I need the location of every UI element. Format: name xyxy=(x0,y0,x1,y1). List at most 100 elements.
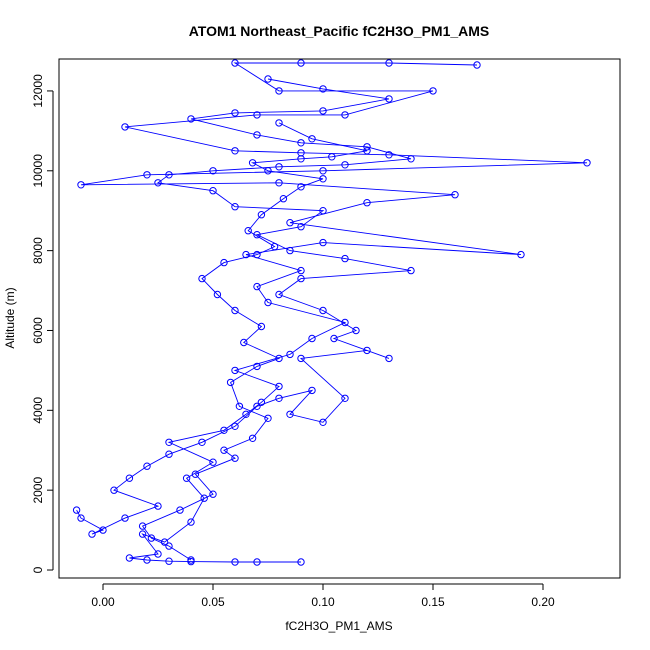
y-tick-label: 12000 xyxy=(31,74,45,108)
y-tick-label: 10000 xyxy=(31,154,45,188)
series-2 xyxy=(72,75,415,538)
data-point xyxy=(209,458,217,466)
data-point xyxy=(138,530,147,538)
data-point xyxy=(286,350,294,359)
data-point xyxy=(235,402,244,410)
data-point xyxy=(319,175,327,183)
data-point xyxy=(319,418,327,426)
x-axis: 0.00 0.05 0.10 0.15 0.20 xyxy=(91,583,555,609)
data-point xyxy=(88,530,96,538)
data-point xyxy=(279,195,288,203)
data-point xyxy=(187,115,195,123)
data-point xyxy=(352,326,360,335)
data-point xyxy=(165,557,173,565)
y-axis-label: Altitude (m) xyxy=(3,287,17,348)
series-1 xyxy=(77,59,591,566)
data-point xyxy=(407,155,415,163)
data-point xyxy=(110,486,118,494)
data-point xyxy=(341,394,349,402)
data-point xyxy=(220,258,228,267)
data-point xyxy=(473,61,481,69)
data-point xyxy=(319,85,327,93)
data-point xyxy=(253,558,261,566)
x-tick-label: 0.05 xyxy=(201,595,225,609)
data-point xyxy=(231,109,239,117)
data-point xyxy=(220,446,228,454)
series-line xyxy=(80,62,588,563)
data-point xyxy=(286,219,294,227)
data-point xyxy=(297,139,305,147)
data-point xyxy=(275,119,283,127)
data-point xyxy=(363,346,371,355)
data-point xyxy=(429,87,437,95)
data-point xyxy=(517,250,525,259)
data-point xyxy=(125,474,134,482)
x-tick-label: 0.15 xyxy=(421,595,445,609)
data-point xyxy=(209,187,217,195)
data-point xyxy=(154,179,162,187)
data-point xyxy=(231,558,239,566)
data-point xyxy=(330,334,338,343)
data-point xyxy=(253,250,261,259)
data-point xyxy=(253,231,261,239)
data-point xyxy=(200,494,208,502)
data-point xyxy=(308,135,316,143)
data-point xyxy=(165,438,173,446)
data-point xyxy=(275,394,283,402)
data-point xyxy=(143,171,151,179)
y-tick-label: 2000 xyxy=(31,477,45,504)
data-point xyxy=(297,266,305,275)
data-point xyxy=(198,274,206,283)
data-point xyxy=(242,410,250,418)
data-point xyxy=(121,123,129,131)
data-point xyxy=(363,147,371,155)
data-point xyxy=(231,366,239,375)
y-tick-label: 6000 xyxy=(31,317,45,344)
data-point xyxy=(319,306,327,315)
data-point xyxy=(275,354,283,363)
data-point xyxy=(297,354,305,363)
data-point xyxy=(275,382,283,391)
data-point xyxy=(308,386,316,395)
data-point xyxy=(297,155,305,163)
data-point xyxy=(213,290,222,299)
data-point xyxy=(231,422,239,430)
data-point xyxy=(187,518,195,526)
data-point xyxy=(240,338,248,347)
data-point xyxy=(275,179,283,187)
y-tick-label: 8000 xyxy=(31,237,45,264)
data-point xyxy=(209,490,217,498)
data-point xyxy=(248,159,257,167)
data-point xyxy=(363,199,371,207)
data-point xyxy=(121,514,129,522)
y-tick-label: 0 xyxy=(31,566,45,573)
data-point xyxy=(154,550,162,558)
data-point xyxy=(165,542,173,550)
data-point xyxy=(253,131,261,139)
data-point xyxy=(257,211,266,219)
data-point xyxy=(319,167,327,175)
data-point xyxy=(385,151,393,159)
data-point xyxy=(154,502,162,510)
data-point xyxy=(319,107,327,115)
data-point xyxy=(253,362,261,371)
data-point xyxy=(147,534,156,542)
data-point xyxy=(226,378,235,387)
data-point xyxy=(297,223,305,231)
data-point xyxy=(165,171,173,179)
data-point xyxy=(231,147,239,155)
x-axis-label: fC2H3O_PM1_AMS xyxy=(285,619,392,633)
data-point xyxy=(264,414,272,422)
data-point xyxy=(231,59,239,67)
data-point xyxy=(253,402,261,410)
data-point xyxy=(297,183,305,191)
data-point xyxy=(270,242,279,251)
data-point xyxy=(231,454,239,462)
data-point xyxy=(77,181,85,189)
y-axis: 0 2000 4000 6000 8000 10000 12000 xyxy=(31,74,54,573)
data-point xyxy=(341,111,349,119)
plot-frame xyxy=(58,58,621,579)
data-point xyxy=(328,153,336,161)
